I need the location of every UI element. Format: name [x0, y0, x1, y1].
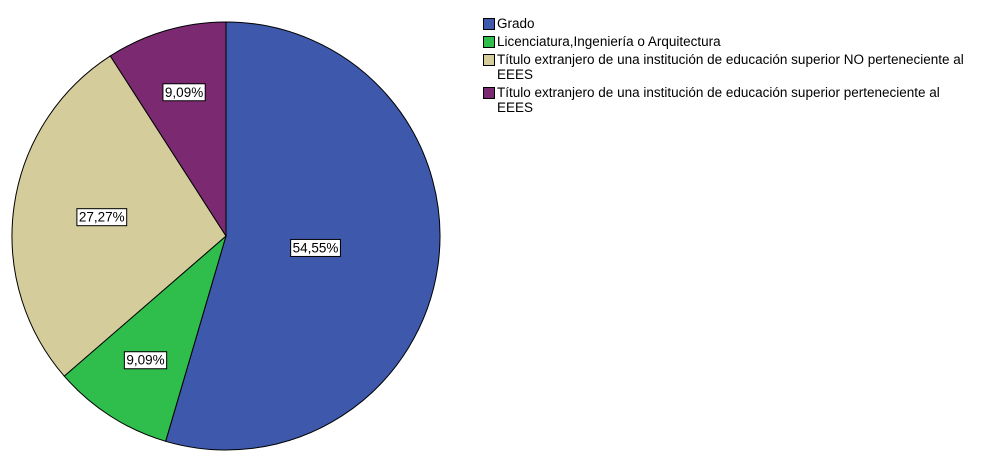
legend: Grado Licenciatura,Ingeniería o Arquitect…	[483, 16, 979, 118]
legend-label: Título extranjero de una institución de …	[497, 52, 964, 82]
data-label-text: 9,09%	[165, 85, 203, 100]
data-label: 9,09%	[123, 351, 168, 370]
legend-swatch	[483, 18, 495, 30]
data-label: 27,27%	[76, 208, 128, 227]
data-label-text: 9,09%	[126, 353, 164, 368]
legend-swatch	[483, 36, 495, 48]
data-label: 54,55%	[290, 238, 341, 257]
pie-slice	[109, 21, 227, 238]
legend-label: Grado	[497, 16, 535, 31]
pie-slice	[165, 21, 441, 451]
data-label-box	[123, 351, 168, 370]
legend-label: Licenciatura,Ingeniería o Arquitectura	[497, 34, 721, 49]
data-label-box	[162, 83, 206, 102]
legend-item: Título extranjero de una institución de …	[483, 85, 979, 115]
pie-slice	[63, 234, 227, 442]
data-label-text: 54,55%	[293, 240, 339, 255]
legend-label: Título extranjero de una institución de …	[497, 85, 940, 115]
data-label-box	[76, 208, 128, 227]
legend-swatch	[483, 87, 495, 99]
legend-item: Licenciatura,Ingeniería o Arquitectura	[483, 34, 979, 49]
legend-item: Grado	[483, 16, 979, 31]
data-label-box	[290, 238, 341, 257]
data-label-text: 27,27%	[79, 210, 125, 225]
legend-item: Título extranjero de una institución de …	[483, 52, 979, 82]
data-label: 9,09%	[162, 83, 206, 102]
legend-swatch	[483, 54, 495, 66]
